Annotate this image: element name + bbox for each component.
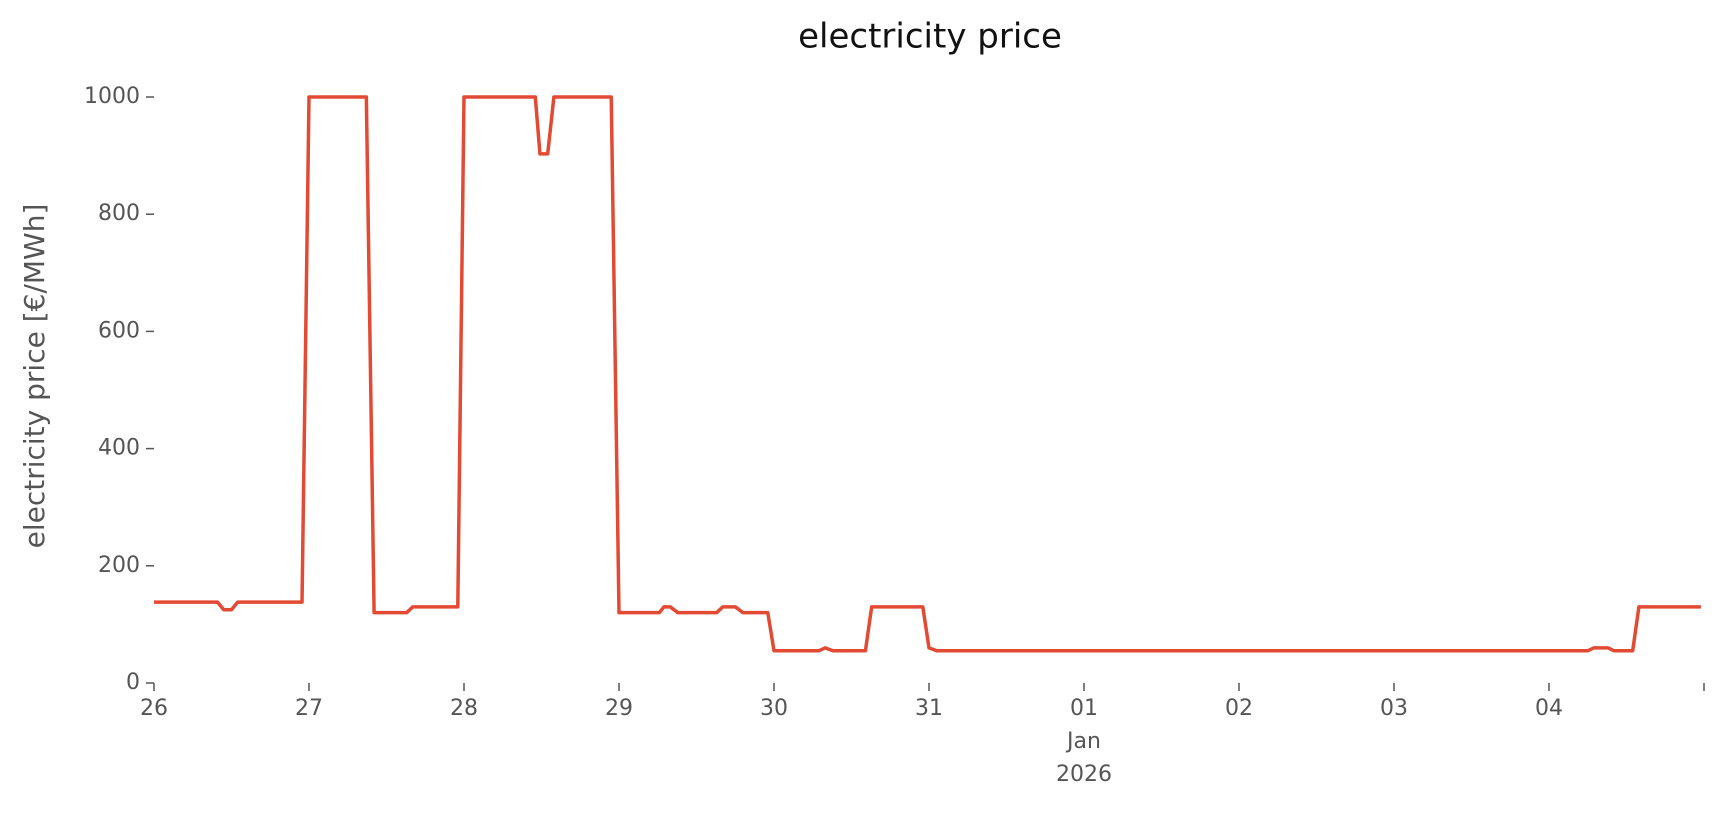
x-tick-label: 03 xyxy=(1380,696,1408,721)
x-tick-label: 30 xyxy=(760,696,788,721)
x-tick-label: 04 xyxy=(1535,696,1563,721)
x-tick-label: 27 xyxy=(295,696,323,721)
y-tick-label: 600 xyxy=(98,318,140,343)
y-tick-label: 200 xyxy=(98,553,140,578)
y-tick-label: 0 xyxy=(126,670,140,695)
x-tick-label: 29 xyxy=(605,696,633,721)
x-tick-label: 26 xyxy=(140,696,168,721)
line xyxy=(154,95,1701,653)
x-tick-label: 01 Jan 2026 xyxy=(1056,696,1112,787)
chart-title: electricity price xyxy=(798,17,1062,57)
y-axis-label: electricity price [€/MWh] xyxy=(18,204,51,549)
y-tick-label: 1000 xyxy=(84,84,140,109)
y-tick-label: 800 xyxy=(98,201,140,226)
x-tick-label: 02 xyxy=(1225,696,1253,721)
y-tick-label: 400 xyxy=(98,436,140,461)
x-tick-label: 28 xyxy=(450,696,478,721)
x-tick-label: 31 xyxy=(915,696,943,721)
